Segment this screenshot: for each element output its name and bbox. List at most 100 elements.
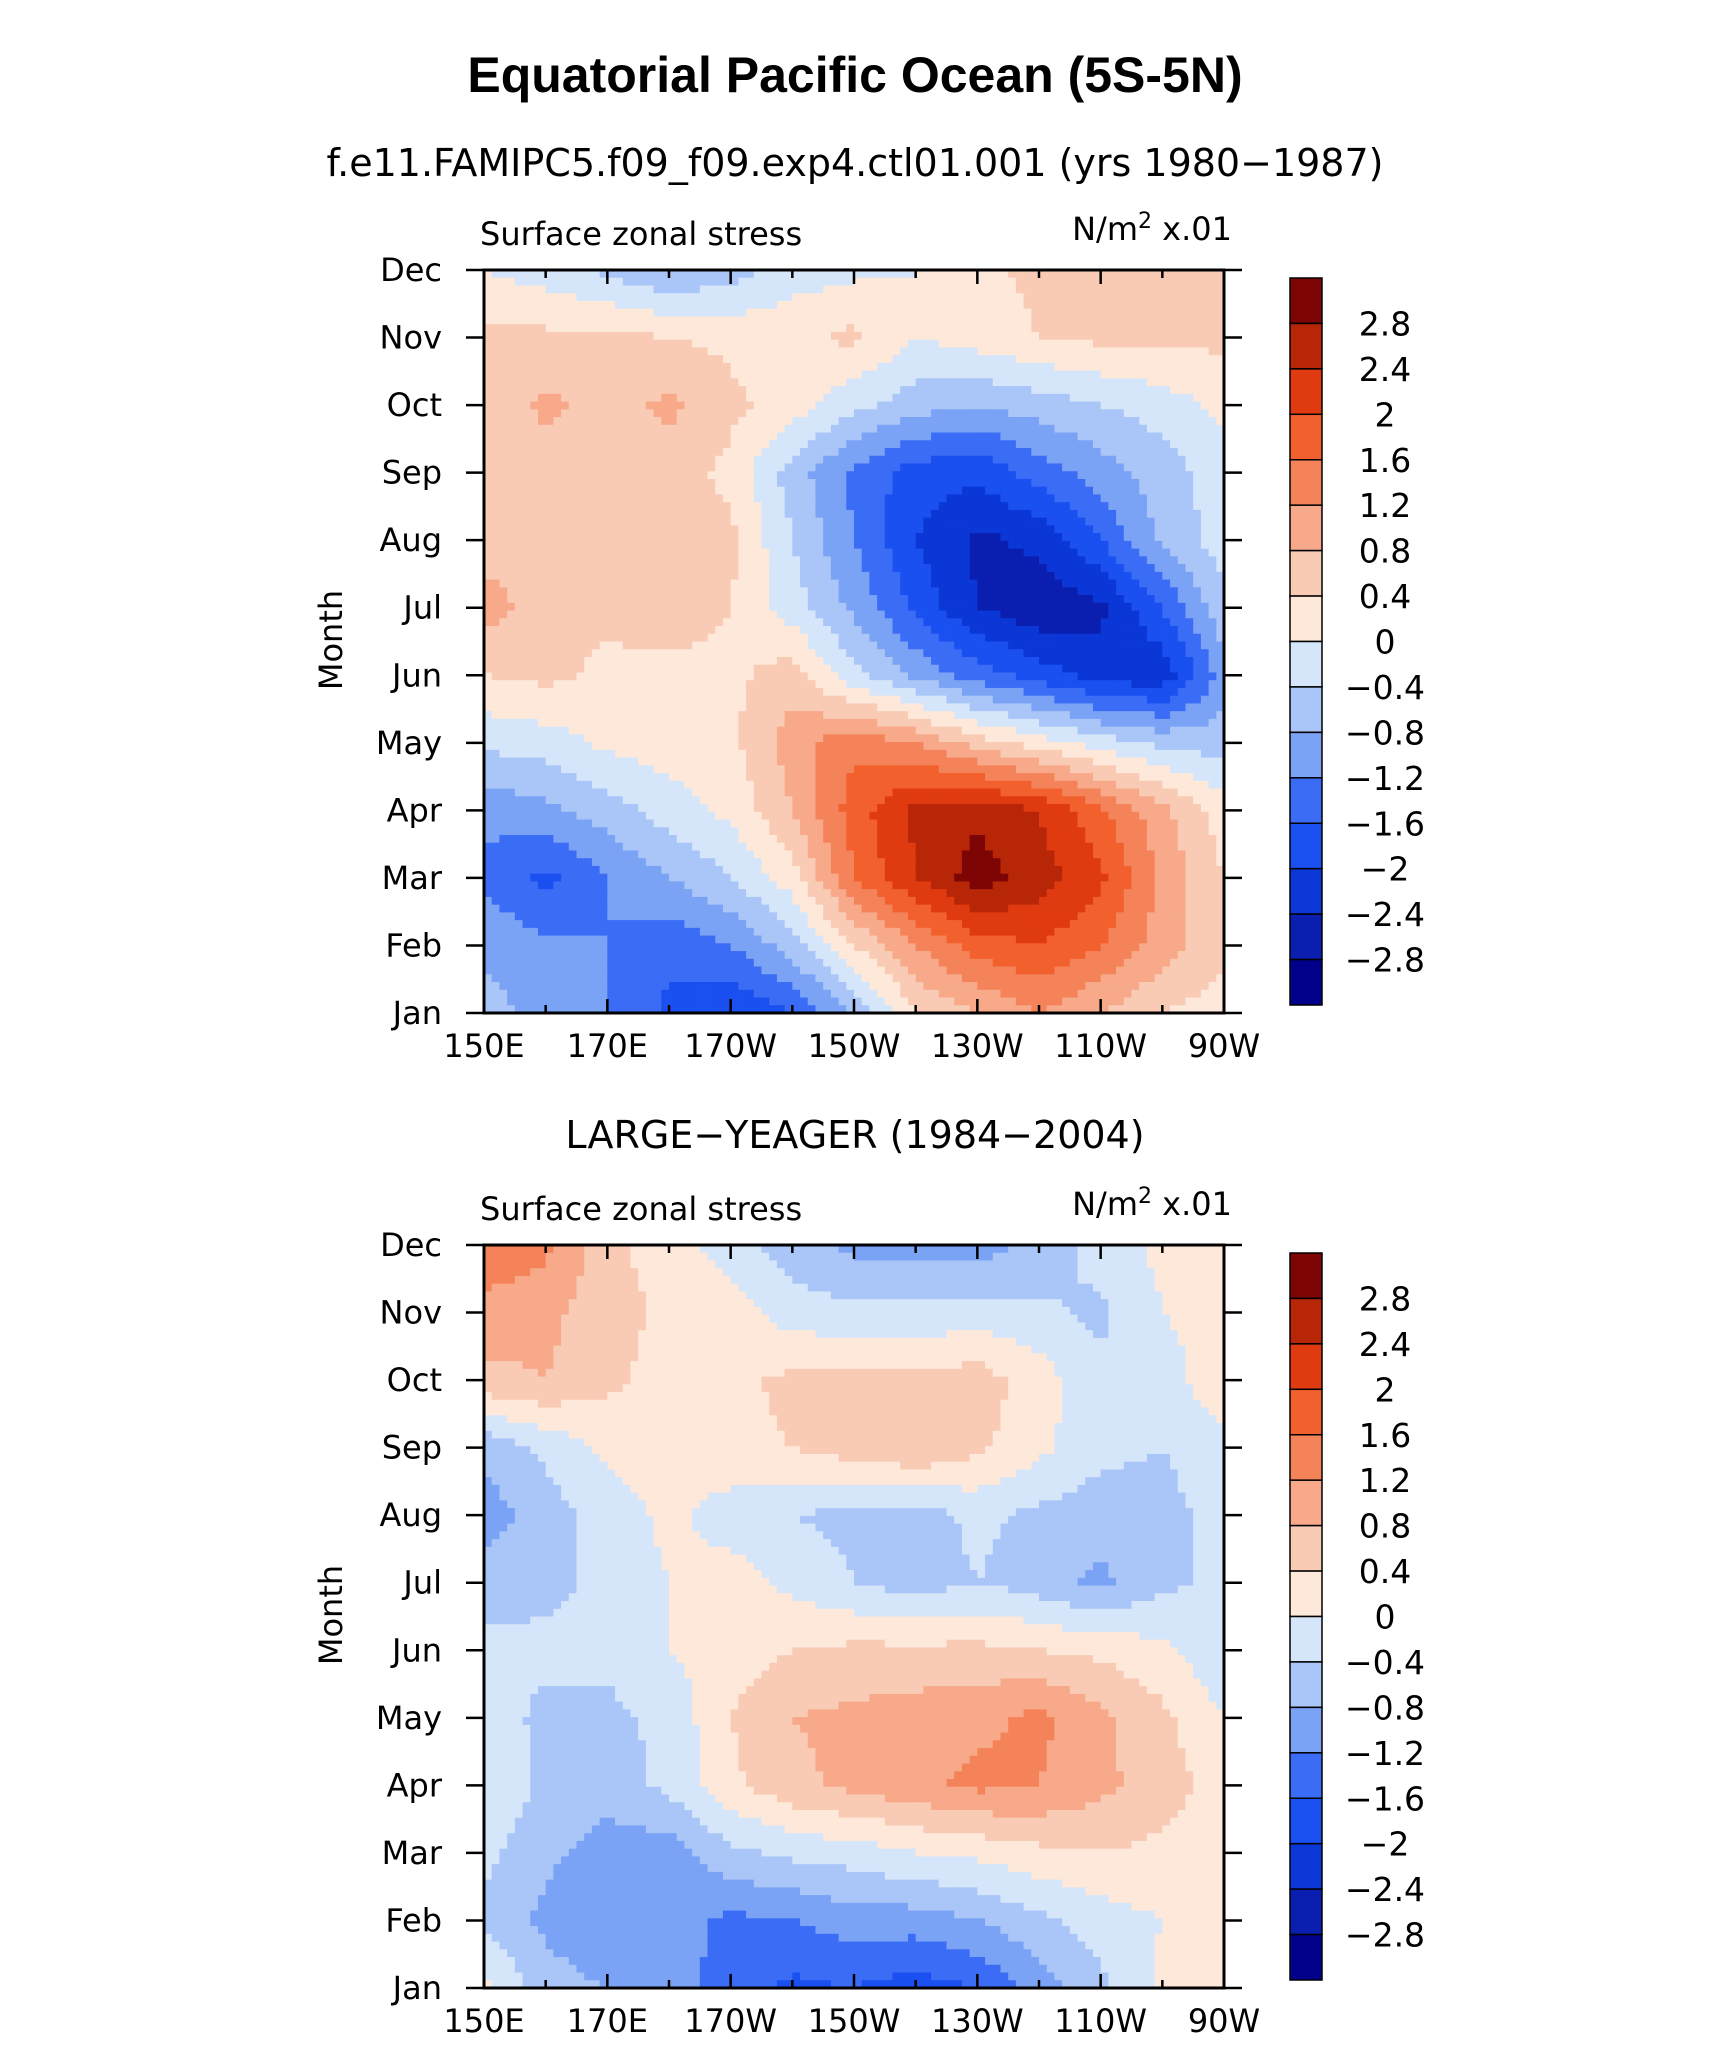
contour-cell	[854, 424, 863, 434]
contour-cell	[715, 455, 724, 465]
contour-cell	[1085, 355, 1094, 364]
contour-cell	[553, 509, 562, 519]
contour-cell	[1116, 316, 1125, 325]
contour-cell	[1123, 548, 1133, 557]
contour-cell	[784, 277, 793, 287]
contour-cell	[530, 486, 539, 496]
contour-cell	[769, 463, 778, 472]
contour-cell	[923, 417, 932, 426]
contour-cell	[568, 448, 578, 457]
contour-cell	[753, 618, 763, 627]
contour-cell	[676, 618, 686, 627]
contour-cell	[838, 533, 847, 542]
contour-cell	[753, 517, 763, 527]
contour-cell	[823, 270, 832, 279]
contour-cell	[484, 641, 493, 650]
contour-cell	[985, 533, 994, 542]
contour-cell	[1116, 494, 1125, 503]
contour-cell	[907, 293, 917, 302]
contour-cell	[746, 525, 755, 534]
contour-cell	[900, 463, 909, 472]
contour-cell	[1046, 339, 1056, 348]
contour-cell	[1008, 595, 1017, 604]
contour-cell	[792, 517, 801, 527]
contour-cell	[599, 448, 608, 457]
contour-cell	[1054, 300, 1063, 310]
contour-cell	[499, 440, 508, 449]
contour-cell	[1092, 386, 1102, 395]
contour-cell	[1023, 618, 1032, 627]
contour-cell	[761, 602, 770, 612]
contour-cell	[1146, 424, 1156, 434]
contour-cell	[568, 556, 578, 565]
contour-cell	[1046, 277, 1056, 287]
contour-cell	[499, 316, 508, 325]
contour-cell	[907, 602, 917, 612]
contour-cell	[599, 401, 608, 410]
contour-cell	[699, 533, 709, 542]
contour-cell	[792, 618, 801, 627]
contour-cell	[846, 556, 855, 565]
contour-cell	[615, 339, 624, 348]
contour-cell	[823, 331, 832, 341]
contour-cell	[761, 579, 770, 588]
contour-cell	[907, 664, 917, 674]
contour-cell	[892, 478, 901, 488]
contour-cell	[692, 409, 701, 418]
contour-cell	[553, 548, 562, 557]
contour-cell	[607, 401, 616, 410]
contour-cell	[676, 455, 686, 465]
contour-cell	[676, 478, 686, 488]
contour-cell	[830, 293, 840, 302]
contour-cell	[622, 471, 632, 480]
contour-cell	[607, 440, 616, 449]
contour-cell	[615, 455, 624, 465]
contour-cell	[877, 509, 886, 519]
contour-cell	[676, 308, 686, 318]
contour-cell	[676, 424, 686, 434]
contour-cell	[1162, 463, 1171, 472]
contour-cell	[915, 455, 924, 465]
contour-cell	[1170, 300, 1179, 310]
contour-cell	[1154, 463, 1163, 472]
contour-cell	[992, 424, 1002, 434]
variable-label: Surface zonal stress	[480, 215, 802, 253]
contour-cell	[545, 401, 554, 410]
contour-cell	[607, 656, 616, 666]
contour-cell	[1139, 386, 1148, 395]
contour-cell	[992, 626, 1002, 635]
contour-cell	[1023, 664, 1032, 674]
contour-cell	[753, 509, 763, 519]
contour-cell	[854, 664, 863, 674]
contour-cell	[514, 540, 524, 550]
contour-cell	[684, 347, 693, 356]
contour-cell	[722, 378, 732, 387]
contour-cell	[1216, 579, 1225, 588]
contour-cell	[961, 293, 971, 302]
contour-cell	[992, 641, 1002, 650]
contour-cell	[992, 316, 1002, 325]
contour-cell	[684, 424, 693, 434]
contour-cell	[884, 448, 894, 457]
contour-cell	[815, 401, 824, 410]
contour-cell	[776, 494, 786, 503]
contour-cell	[591, 440, 601, 449]
contour-cell	[823, 417, 832, 426]
contour-cell	[977, 471, 986, 480]
contour-cell	[769, 331, 778, 341]
contour-cell	[568, 471, 578, 480]
contour-cell	[869, 478, 878, 488]
contour-cell	[938, 626, 948, 635]
contour-cell	[1170, 293, 1179, 302]
contour-cell	[807, 386, 817, 395]
contour-cell	[638, 587, 647, 596]
contour-cell	[1162, 571, 1171, 581]
contour-cell	[838, 471, 847, 480]
contour-cell	[1216, 502, 1225, 511]
contour-cell	[514, 386, 524, 395]
contour-cell	[861, 478, 871, 488]
contour-cell	[830, 455, 840, 465]
contour-cell	[915, 656, 924, 666]
contour-cell	[961, 618, 971, 627]
contour-cell	[576, 277, 585, 287]
